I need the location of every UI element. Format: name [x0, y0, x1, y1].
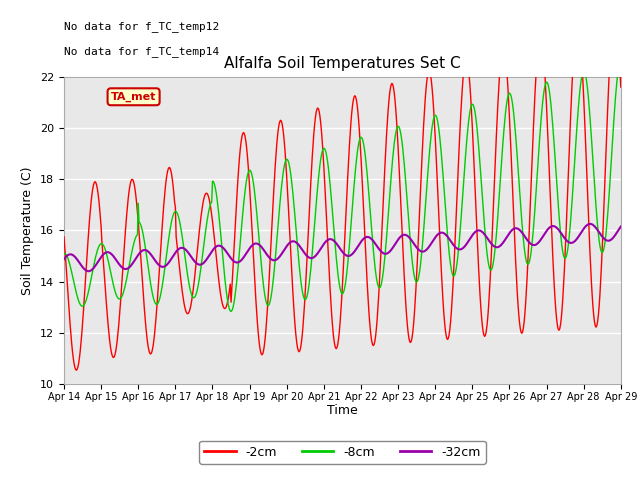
X-axis label: Time: Time [327, 405, 358, 418]
Text: No data for f_TC_temp14: No data for f_TC_temp14 [64, 46, 220, 57]
Text: No data for f_TC_temp12: No data for f_TC_temp12 [64, 22, 220, 33]
Title: Alfalfa Soil Temperatures Set C: Alfalfa Soil Temperatures Set C [224, 57, 461, 72]
Y-axis label: Soil Temperature (C): Soil Temperature (C) [22, 166, 35, 295]
Text: TA_met: TA_met [111, 92, 156, 102]
Legend: -2cm, -8cm, -32cm: -2cm, -8cm, -32cm [199, 441, 486, 464]
